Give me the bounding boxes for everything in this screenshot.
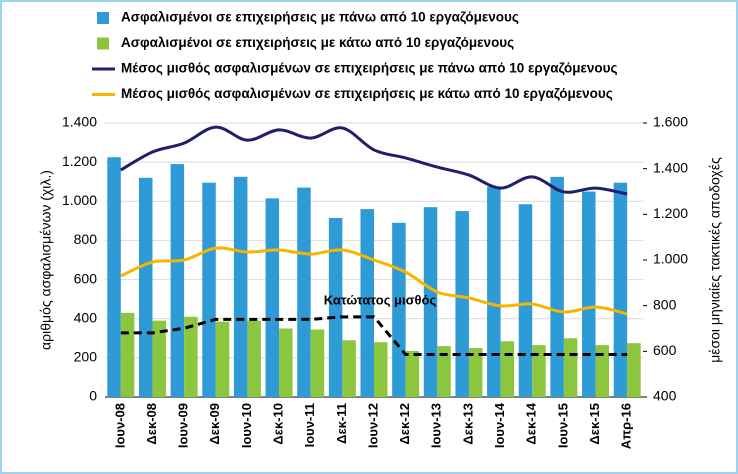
- y2-tick-label: 600: [653, 342, 677, 358]
- x-tick-label: Ιουν-11: [302, 403, 317, 447]
- x-tick-label: Δεκ-15: [587, 403, 602, 445]
- x-tick-label: Ιουν-12: [365, 403, 380, 448]
- bar: [310, 329, 325, 397]
- y-tick-label: 200: [74, 349, 98, 365]
- y2-tick-label: 800: [653, 296, 677, 312]
- y-tick-label: 400: [74, 309, 98, 325]
- bar: [342, 340, 356, 397]
- bar: [500, 341, 515, 397]
- y-tick-label: 800: [74, 231, 98, 247]
- y-tick-label: 600: [74, 270, 98, 286]
- bar: [184, 316, 198, 397]
- bar: [392, 222, 406, 397]
- y-tick-label: 1.400: [62, 114, 97, 130]
- bar: [233, 176, 248, 397]
- legend-label: Ασφαλισμένοι σε επιχειρήσεις με πάνω από…: [121, 10, 519, 25]
- legend-label: Ασφαλισμένοι σε επιχειρήσεις με κάτω από…: [121, 35, 514, 50]
- bar: [120, 312, 135, 397]
- x-tick-label: Δεκ-09: [207, 403, 222, 445]
- bar: [518, 204, 533, 397]
- y2-axis-label: μέσοι μηνιαίες τακτικές αποδοχές: [707, 157, 723, 363]
- x-tick-label: Ιουν-13: [429, 403, 444, 448]
- x-tick-label: Δεκ-12: [397, 403, 412, 445]
- y2-tick-label: 1.200: [653, 205, 688, 221]
- bar: [202, 182, 216, 397]
- x-tick-label: Δεκ-11: [334, 403, 349, 444]
- bar: [215, 321, 230, 397]
- bar: [152, 320, 166, 397]
- x-tick-label: Δεκ-14: [524, 402, 539, 444]
- legend-swatch: [97, 12, 109, 24]
- bar: [328, 217, 343, 397]
- line-series: [120, 246, 628, 316]
- legend-label: Μέσος μισθός ασφαλισμένων σε επιχειρήσει…: [121, 61, 618, 76]
- bar: [627, 343, 641, 397]
- bar: [405, 351, 420, 397]
- x-tick-label: Δεκ-13: [460, 403, 475, 445]
- bar: [107, 157, 121, 397]
- bar: [595, 345, 610, 397]
- y-tick-label: 1.200: [62, 153, 97, 169]
- x-tick-label: Δεκ-10: [270, 403, 285, 445]
- y2-tick-label: 1.400: [653, 159, 688, 175]
- bar: [550, 176, 564, 397]
- y-tick-label: 1.000: [62, 192, 97, 208]
- bar: [532, 345, 546, 397]
- y2-tick-label: 1.000: [653, 251, 688, 267]
- x-tick-label: Ιουν-14: [492, 402, 507, 448]
- bar: [582, 191, 596, 397]
- y-tick-label: 0: [89, 388, 97, 404]
- line-annotation: Κατώτατος μισθός: [324, 292, 437, 307]
- bar: [613, 182, 628, 397]
- x-tick-label: Δεκ-08: [144, 403, 159, 445]
- bar: [138, 177, 153, 397]
- bar: [279, 328, 293, 397]
- x-tick-label: Ιουν-10: [239, 403, 254, 448]
- bar: [374, 342, 388, 397]
- bar: [170, 164, 185, 397]
- line-series: [120, 315, 628, 357]
- y2-tick-label: 400: [653, 388, 677, 404]
- y2-tick-label: 1.600: [653, 114, 688, 130]
- x-tick-label: Ιουν-08: [112, 403, 127, 448]
- bar: [297, 187, 311, 397]
- bar: [468, 348, 483, 397]
- legend-swatch: [97, 37, 109, 50]
- bar: [455, 211, 469, 397]
- legend-label: Μέσος μισθός ασφαλισμένων σε επιχειρήσει…: [121, 86, 613, 101]
- x-tick-label: Ιουν-09: [176, 403, 191, 448]
- y-axis-label: αριθμός ασφαλισμένων (χιλ.): [38, 170, 54, 350]
- bar: [423, 207, 438, 397]
- bar: [265, 198, 280, 397]
- bar: [247, 320, 261, 397]
- bar: [487, 186, 501, 397]
- x-tick-label: Ιουν-15: [555, 403, 570, 448]
- line-series: [120, 125, 628, 196]
- x-tick-label: Απρ-16: [619, 403, 634, 449]
- bar: [563, 338, 578, 397]
- bar: [437, 346, 451, 397]
